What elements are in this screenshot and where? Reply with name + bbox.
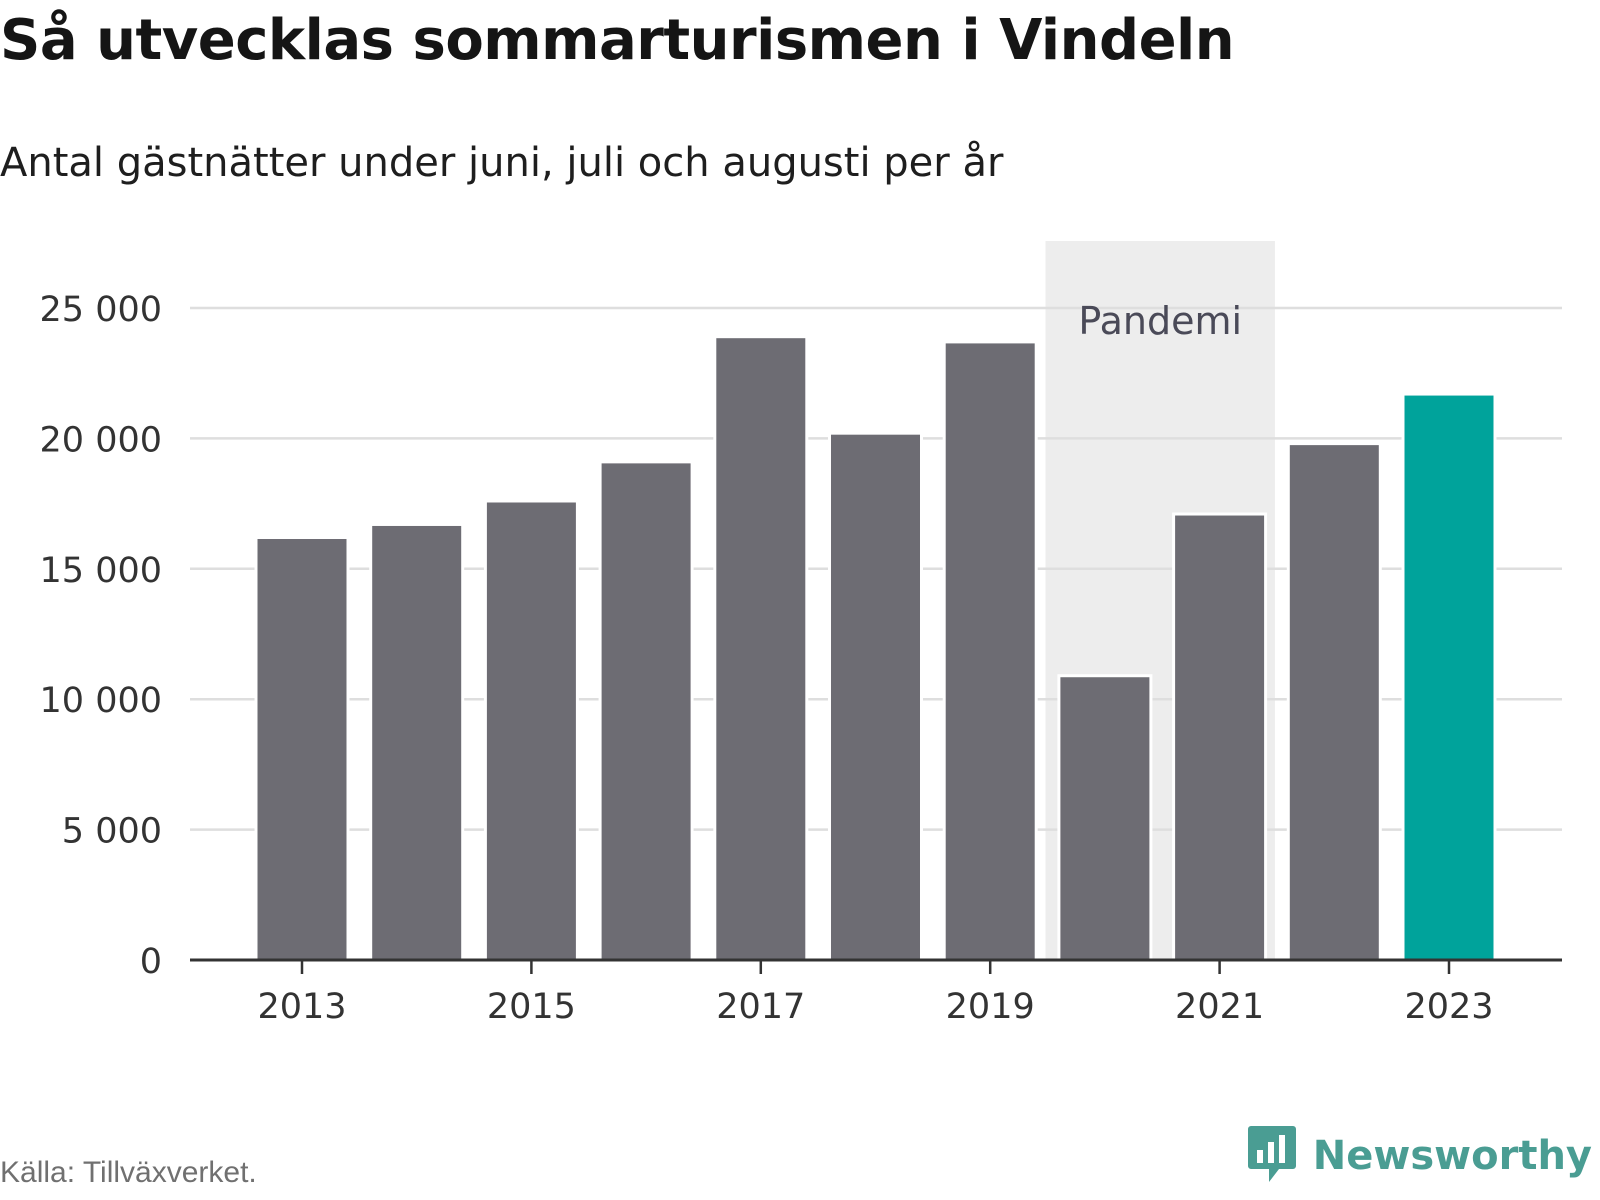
bar-2014[interactable] bbox=[369, 522, 465, 962]
bar-2015[interactable] bbox=[483, 499, 579, 962]
bar-2016[interactable] bbox=[598, 460, 694, 962]
pandemic-label: Pandemi bbox=[1078, 299, 1242, 343]
x-tick-label: 2017 bbox=[716, 987, 805, 1027]
bar-2021[interactable] bbox=[1172, 512, 1268, 962]
bar-2013[interactable] bbox=[254, 536, 350, 962]
source-note: Källa: Tillväxverket. bbox=[0, 1156, 257, 1189]
chart-subtitle: Antal gästnätter under juni, juli och au… bbox=[0, 140, 1004, 186]
bar-2018[interactable] bbox=[828, 431, 923, 962]
bar-2019[interactable] bbox=[942, 340, 1038, 962]
y-tick-label: 25 000 bbox=[40, 290, 162, 330]
y-tick-label: 10 000 bbox=[40, 681, 162, 721]
x-tick-label: 2013 bbox=[257, 987, 346, 1027]
y-tick-label: 15 000 bbox=[40, 551, 162, 591]
x-tick-label: 2015 bbox=[487, 987, 576, 1027]
brand-logo[interactable]: Newsworthy bbox=[1247, 1124, 1592, 1188]
bar-2022[interactable] bbox=[1286, 442, 1382, 962]
bar-2020[interactable] bbox=[1057, 674, 1153, 962]
y-tick-label: 5 000 bbox=[62, 812, 162, 852]
chart-title: Så utvecklas sommarturismen i Vindeln bbox=[0, 8, 1235, 73]
x-tick-label: 2023 bbox=[1404, 987, 1493, 1027]
y-tick-label: 20 000 bbox=[40, 420, 162, 460]
bar-2023[interactable] bbox=[1401, 392, 1497, 962]
x-tick-label: 2021 bbox=[1175, 987, 1264, 1027]
y-tick-label: 0 bbox=[140, 942, 162, 982]
newsworthy-logo-icon bbox=[1247, 1124, 1297, 1188]
bar-2017[interactable] bbox=[713, 335, 809, 962]
x-tick-label: 2019 bbox=[946, 987, 1035, 1027]
brand-name: Newsworthy bbox=[1312, 1133, 1592, 1179]
